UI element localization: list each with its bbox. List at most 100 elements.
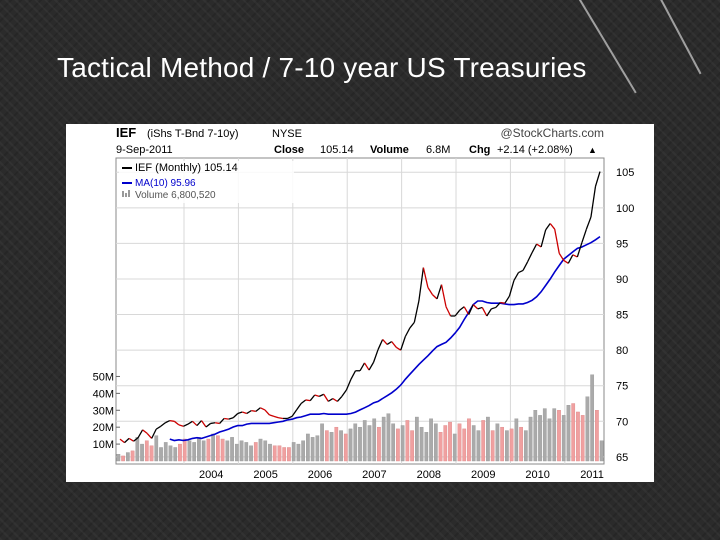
axis-ticks: 105 100 95 90 85 80 75 70 65 50M 40M 30M 20M 10M 2004 2… <box>93 167 635 481</box>
volume-bar <box>206 438 211 462</box>
volume-bar <box>500 426 504 462</box>
price-segment <box>224 417 229 420</box>
volume-bar <box>405 420 410 462</box>
volume-bar <box>258 438 263 462</box>
volume-bar <box>452 433 457 462</box>
chg-value: +2.14 (+2.08%) <box>497 144 573 156</box>
volume-bar <box>277 445 282 462</box>
volume-bar <box>505 430 509 462</box>
volume-bar <box>140 443 144 462</box>
chart-security-name: (iShs T-Bnd 7-10y) <box>147 128 239 140</box>
volume-bar <box>490 430 495 462</box>
volume-bar <box>476 430 481 462</box>
price-segment <box>395 346 402 351</box>
volume-bar <box>178 443 182 462</box>
volume-bar <box>471 425 476 462</box>
volume-bar <box>253 442 258 462</box>
y-tick-label: 85 <box>616 310 628 322</box>
price-segment <box>545 223 551 231</box>
price-segment <box>413 300 420 323</box>
price-segment <box>146 432 153 439</box>
volume-bar <box>367 425 372 462</box>
price-segment <box>432 294 438 300</box>
price-segment <box>273 415 279 419</box>
volume-tick-label: 20M <box>93 422 114 434</box>
volume-value: 6.8M <box>426 144 450 156</box>
price-segment <box>400 336 406 351</box>
price-segment <box>567 254 574 264</box>
volume-bar <box>481 420 486 462</box>
volume-bar <box>438 432 443 462</box>
volume-bar <box>296 443 301 462</box>
chart-date: 9-Sep-2011 <box>116 144 173 156</box>
plot-area <box>115 157 605 465</box>
volume-bar <box>396 428 400 462</box>
price-segment <box>477 306 483 310</box>
volume-bar <box>486 416 490 462</box>
price-segment <box>278 417 284 420</box>
price-segment <box>183 423 189 427</box>
volume-bar <box>225 440 230 462</box>
volume-bar <box>353 423 358 462</box>
price-segment <box>359 362 366 372</box>
chart-source-logo: @StockCharts.com <box>500 126 604 140</box>
price-segment <box>422 267 429 288</box>
volume-bar <box>424 432 429 462</box>
volume-bar <box>320 423 324 462</box>
volume-bar <box>557 410 561 462</box>
volume-bar <box>339 430 343 462</box>
price-segment <box>341 389 347 397</box>
legend-ma: MA(10) 95.96 <box>135 178 196 189</box>
price-segment <box>309 394 316 402</box>
volume-bar <box>173 447 178 462</box>
volume-bar <box>372 418 377 462</box>
volume-bar <box>310 437 315 462</box>
price-segment <box>368 361 375 371</box>
price-segment <box>246 410 252 415</box>
volume-bar <box>244 442 249 462</box>
y-tick-label: 80 <box>616 345 628 357</box>
x-tick-label: 2009 <box>471 469 495 481</box>
decorative-line <box>655 0 702 75</box>
volume-bar <box>580 415 585 462</box>
price-segment <box>237 411 243 415</box>
volume-bar <box>125 452 130 462</box>
volume-bar <box>542 408 547 462</box>
price-segment <box>481 307 488 317</box>
price-segment <box>504 295 510 304</box>
price-segment <box>155 425 162 430</box>
price-segment <box>173 420 180 426</box>
price-segment <box>558 253 565 261</box>
price-segment <box>332 397 338 402</box>
price-segment <box>205 422 211 428</box>
price-segment <box>377 339 384 350</box>
price-segment <box>491 306 497 310</box>
volume-bar <box>268 443 272 462</box>
price-segment <box>323 393 329 402</box>
price-segment <box>372 349 379 363</box>
close-label: Close <box>274 144 304 156</box>
price-segment <box>327 397 334 402</box>
price-segment <box>287 415 293 420</box>
ma-line <box>169 235 601 442</box>
price-segment <box>486 308 492 317</box>
stock-chart-image: IEF (iShs T-Bnd 7-10y) NYSE @StockCharts… <box>66 124 654 482</box>
price-segment <box>210 422 216 425</box>
volume-bar <box>552 408 557 462</box>
x-tick-label: 2004 <box>199 469 223 481</box>
price-segment <box>386 341 393 345</box>
volume-bar <box>547 418 552 462</box>
y-tick-label: 105 <box>616 167 634 179</box>
price-segment <box>590 186 597 218</box>
volume-bar <box>538 415 542 462</box>
legend: IEF (Monthly) 105.14 MA(10) 95.96 Volume… <box>119 161 294 203</box>
volume-bar <box>528 416 533 462</box>
price-segment <box>391 341 397 348</box>
price-segment <box>178 424 184 427</box>
y-tick-label: 65 <box>616 452 628 464</box>
legend-volume-swatch <box>122 191 124 197</box>
price-segment <box>291 409 298 417</box>
volume-bar <box>386 413 391 462</box>
volume-tick-label: 10M <box>93 439 114 451</box>
volume-bar <box>159 447 163 462</box>
